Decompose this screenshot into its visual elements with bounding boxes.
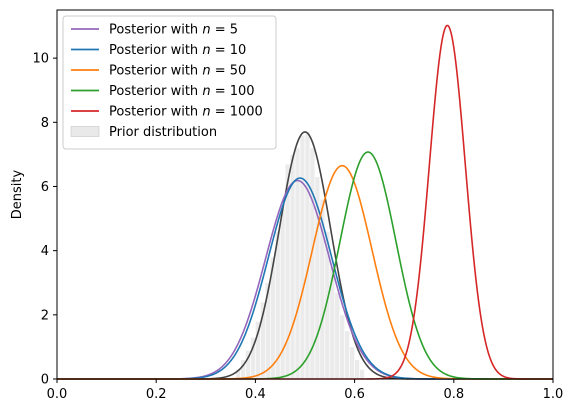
legend-label: Posterior with n = 10 (109, 43, 246, 58)
histogram-bar (294, 147, 301, 380)
y-tick-label: 6 (41, 180, 49, 195)
histogram-bar (299, 134, 306, 380)
legend-label: Prior distribution (109, 125, 217, 140)
x-tick-label: 0.0 (47, 387, 68, 402)
y-axis-title: Density (10, 169, 25, 219)
legend-label: Posterior with n = 100 (109, 84, 255, 99)
histogram-bar (334, 292, 341, 380)
histogram-bar (289, 154, 296, 380)
histogram-bar (349, 346, 355, 380)
x-tick-label: 0.2 (146, 387, 167, 402)
x-tick-label: 0.8 (443, 387, 464, 402)
legend-swatch (70, 126, 100, 137)
legend-label: Posterior with n = 50 (109, 64, 246, 79)
y-tick-label: 0 (41, 373, 49, 388)
y-tick-label: 8 (41, 116, 49, 131)
histogram-bar (344, 330, 350, 380)
legend-label: Posterior with n = 5 (109, 23, 238, 38)
histogram-bar (359, 369, 365, 380)
x-axis: 0.0 0.2 0.4 0.6 0.8 1.0 (47, 379, 564, 402)
legend-box (62, 15, 277, 150)
y-tick-label: 10 (32, 52, 49, 67)
histogram-bar (304, 131, 311, 380)
x-tick-label: 1.0 (543, 387, 564, 402)
y-tick-label: 4 (41, 244, 49, 259)
y-axis: 0 2 4 6 8 10 (32, 52, 57, 388)
x-tick-label: 0.4 (245, 387, 266, 402)
legend-label: Posterior with n = 1000 (109, 105, 263, 120)
plot-frame (56, 9, 554, 380)
histogram-bar (339, 314, 345, 380)
histogram-bar (354, 359, 360, 380)
y-tick-label: 2 (41, 308, 49, 323)
legend: Posterior with n = 5 Posterior with n = 1… (62, 15, 277, 150)
x-tick-label: 0.6 (344, 387, 365, 402)
